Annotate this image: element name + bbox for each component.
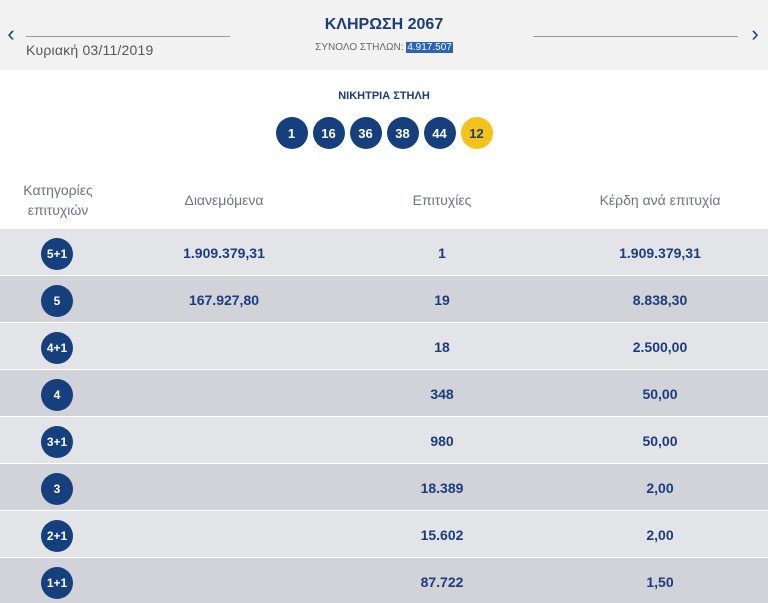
winners-cell: 18 (434, 338, 450, 355)
number-ball: 44 (423, 117, 456, 149)
chevron-left-icon[interactable]: ‹ (7, 21, 15, 46)
category-badge: 3+1 (41, 426, 73, 458)
winners-cell: 18.389 (420, 479, 464, 496)
winners-cell: 19 (434, 291, 450, 308)
category-badge: 5 (41, 285, 73, 317)
column-header-distributed: Διανεμόμενα (184, 192, 264, 208)
winners-cell: 15.602 (420, 526, 464, 543)
number-ball: 38 (386, 117, 419, 149)
total-columns-label: ΣΥΝΟΛΟ ΣΤΗΛΩΝ: (315, 42, 404, 53)
prize-cell: 50,00 (642, 432, 678, 449)
table-row: 5+1 1.909.379,31 1 1.909.379,31 (0, 228, 768, 275)
table-row: 3 18.389 2,00 (0, 463, 768, 510)
chevron-right-icon[interactable]: › (751, 21, 759, 46)
draw-date: Κυριακή 03/11/2019 (26, 42, 154, 58)
prize-cell: 8.838,30 (632, 291, 688, 308)
winning-numbers: 1 16 36 38 44 12 (0, 117, 768, 149)
prize-cell: 50,00 (642, 385, 678, 402)
category-badge: 4+1 (41, 332, 73, 364)
column-header-category: Κατηγορίες επιτυχιών (23, 182, 93, 218)
winners-cell: 87.722 (420, 573, 464, 590)
table-row: 1+1 87.722 1,50 (0, 557, 768, 603)
distributed-cell (116, 511, 332, 558)
distributed-cell: 1.909.379,31 (183, 244, 265, 261)
distributed-cell (116, 417, 332, 464)
divider-line (533, 36, 738, 37)
total-columns: ΣΥΝΟΛΟ ΣΤΗΛΩΝ: 4.917.507 (0, 42, 768, 53)
draw-header: ‹ Κυριακή 03/11/2019 ΚΛΗΡΩΣΗ 2067 ΣΥΝΟΛΟ… (0, 0, 768, 70)
draw-title: ΚΛΗΡΩΣΗ 2067 (324, 16, 444, 33)
results-table: 5+1 1.909.379,31 1 1.909.379,31 5 167.92… (0, 228, 768, 603)
table-row: 4+1 18 2.500,00 (0, 322, 768, 369)
distributed-cell (116, 323, 332, 370)
table-row: 5 167.927,80 19 8.838,30 (0, 275, 768, 322)
prize-cell: 2,00 (646, 479, 674, 496)
winners-cell: 980 (430, 432, 454, 449)
prize-cell: 2.500,00 (632, 338, 688, 355)
column-header-winners: Επιτυχίες (412, 192, 472, 208)
number-ball: 16 (312, 117, 345, 149)
joker-ball: 12 (460, 117, 493, 149)
category-badge: 4 (41, 379, 73, 411)
distributed-cell (116, 464, 332, 511)
distributed-cell (116, 370, 332, 417)
number-ball: 1 (275, 117, 308, 149)
winners-cell: 348 (430, 385, 454, 402)
category-badge: 3 (41, 473, 73, 505)
winners-cell: 1 (438, 244, 446, 261)
distributed-cell: 167.927,80 (188, 291, 260, 308)
winning-column-title: ΝΙΚΗΤΡΙΑ ΣΤΗΛΗ (338, 90, 430, 102)
table-row: 3+1 980 50,00 (0, 416, 768, 463)
category-badge: 5+1 (41, 238, 73, 270)
number-ball: 36 (349, 117, 382, 149)
distributed-cell (116, 558, 332, 603)
results-table-header: Κατηγορίες επιτυχιών Διανεμόμενα Επιτυχίε… (0, 172, 768, 228)
table-row: 4 348 50,00 (0, 369, 768, 416)
prize-cell: 2,00 (646, 526, 674, 543)
total-columns-value: 4.917.507 (406, 42, 453, 53)
category-badge: 2+1 (41, 520, 73, 552)
prize-cell: 1,50 (646, 573, 674, 590)
prize-cell: 1.909.379,31 (619, 244, 701, 261)
table-row: 2+1 15.602 2,00 (0, 510, 768, 557)
category-badge: 1+1 (41, 567, 73, 599)
divider-line (26, 36, 230, 37)
column-header-prize: Κέρδη ανά επιτυχία (599, 192, 721, 208)
